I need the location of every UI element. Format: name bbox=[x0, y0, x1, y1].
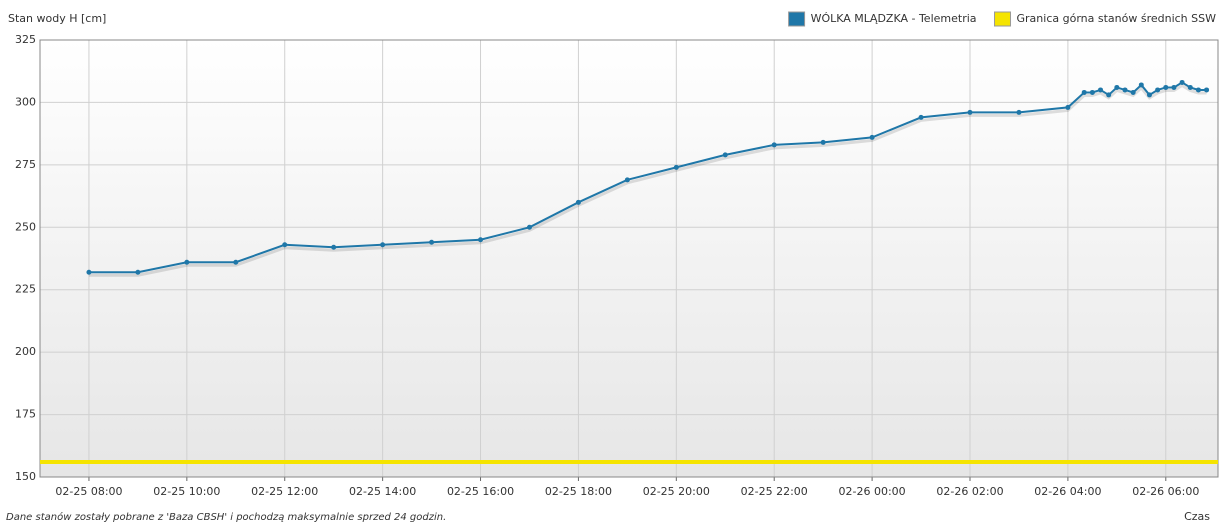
data-point bbox=[1016, 109, 1022, 115]
legend-label: Granica górna stanów średnich SSW bbox=[1017, 12, 1217, 25]
data-point bbox=[184, 259, 190, 265]
y-axis-label: Stan wody H [cm] bbox=[8, 12, 106, 25]
x-tick-label: 02-26 02:00 bbox=[936, 485, 1003, 498]
data-point bbox=[1106, 92, 1112, 98]
y-tick-label: 175 bbox=[15, 408, 36, 421]
legend-swatch bbox=[788, 11, 806, 27]
data-point bbox=[1138, 82, 1144, 88]
x-tick-label: 02-25 08:00 bbox=[55, 485, 122, 498]
data-point bbox=[86, 269, 92, 275]
legend-label: WÓLKA MLĄDZKA - Telemetria bbox=[811, 12, 977, 25]
x-tick-label: 02-26 00:00 bbox=[839, 485, 906, 498]
data-point bbox=[771, 142, 777, 148]
y-tick-label: 300 bbox=[15, 95, 36, 108]
data-point bbox=[282, 242, 288, 248]
x-tick-label: 02-25 14:00 bbox=[349, 485, 416, 498]
data-point bbox=[1130, 89, 1136, 95]
plot-area bbox=[40, 40, 1218, 477]
x-tick-label: 02-26 04:00 bbox=[1034, 485, 1101, 498]
data-point bbox=[1098, 87, 1104, 93]
data-point bbox=[918, 114, 924, 120]
data-point bbox=[722, 152, 728, 158]
data-point bbox=[526, 224, 532, 230]
data-point bbox=[1195, 87, 1201, 93]
data-point bbox=[1081, 89, 1087, 95]
data-point bbox=[1122, 87, 1128, 93]
data-point bbox=[575, 199, 581, 205]
y-tick-label: 275 bbox=[15, 158, 36, 171]
data-point bbox=[967, 109, 973, 115]
data-point bbox=[624, 177, 630, 183]
data-point bbox=[869, 134, 875, 140]
plot-border bbox=[39, 39, 1219, 478]
data-point bbox=[331, 244, 337, 250]
data-point bbox=[1155, 87, 1161, 93]
data-point bbox=[673, 164, 679, 170]
y-tick-label: 150 bbox=[15, 470, 36, 483]
data-point bbox=[135, 269, 141, 275]
data-point bbox=[1187, 84, 1193, 90]
footnote: Dane stanów zostały pobrane z 'Baza CBSH… bbox=[6, 511, 446, 523]
data-point bbox=[1114, 84, 1120, 90]
data-point bbox=[1171, 84, 1177, 90]
data-point bbox=[1146, 92, 1152, 98]
data-point bbox=[1204, 87, 1210, 93]
y-tick-label: 325 bbox=[15, 33, 36, 46]
y-tick-label: 200 bbox=[15, 345, 36, 358]
data-point bbox=[820, 139, 826, 145]
data-point bbox=[1163, 84, 1169, 90]
x-tick-label: 02-25 10:00 bbox=[153, 485, 220, 498]
line-shadow bbox=[88, 83, 1207, 277]
y-tick-label: 250 bbox=[15, 220, 36, 233]
data-point bbox=[1089, 89, 1095, 95]
x-tick-label: 02-25 12:00 bbox=[251, 485, 318, 498]
y-tick-label: 225 bbox=[15, 283, 36, 296]
x-tick-label: 02-25 20:00 bbox=[643, 485, 710, 498]
legend-swatch bbox=[994, 11, 1012, 27]
x-tick-label: 02-25 22:00 bbox=[741, 485, 808, 498]
data-point bbox=[1065, 104, 1071, 110]
data-point bbox=[380, 242, 386, 248]
x-tick-label: 02-25 18:00 bbox=[545, 485, 612, 498]
x-tick-label: 02-25 16:00 bbox=[447, 485, 514, 498]
data-point bbox=[233, 259, 239, 265]
data-point bbox=[478, 237, 484, 243]
data-point bbox=[1179, 79, 1185, 85]
x-tick-label: 02-26 06:00 bbox=[1132, 485, 1199, 498]
data-point bbox=[429, 239, 435, 245]
x-axis-label: Czas bbox=[1184, 510, 1210, 523]
